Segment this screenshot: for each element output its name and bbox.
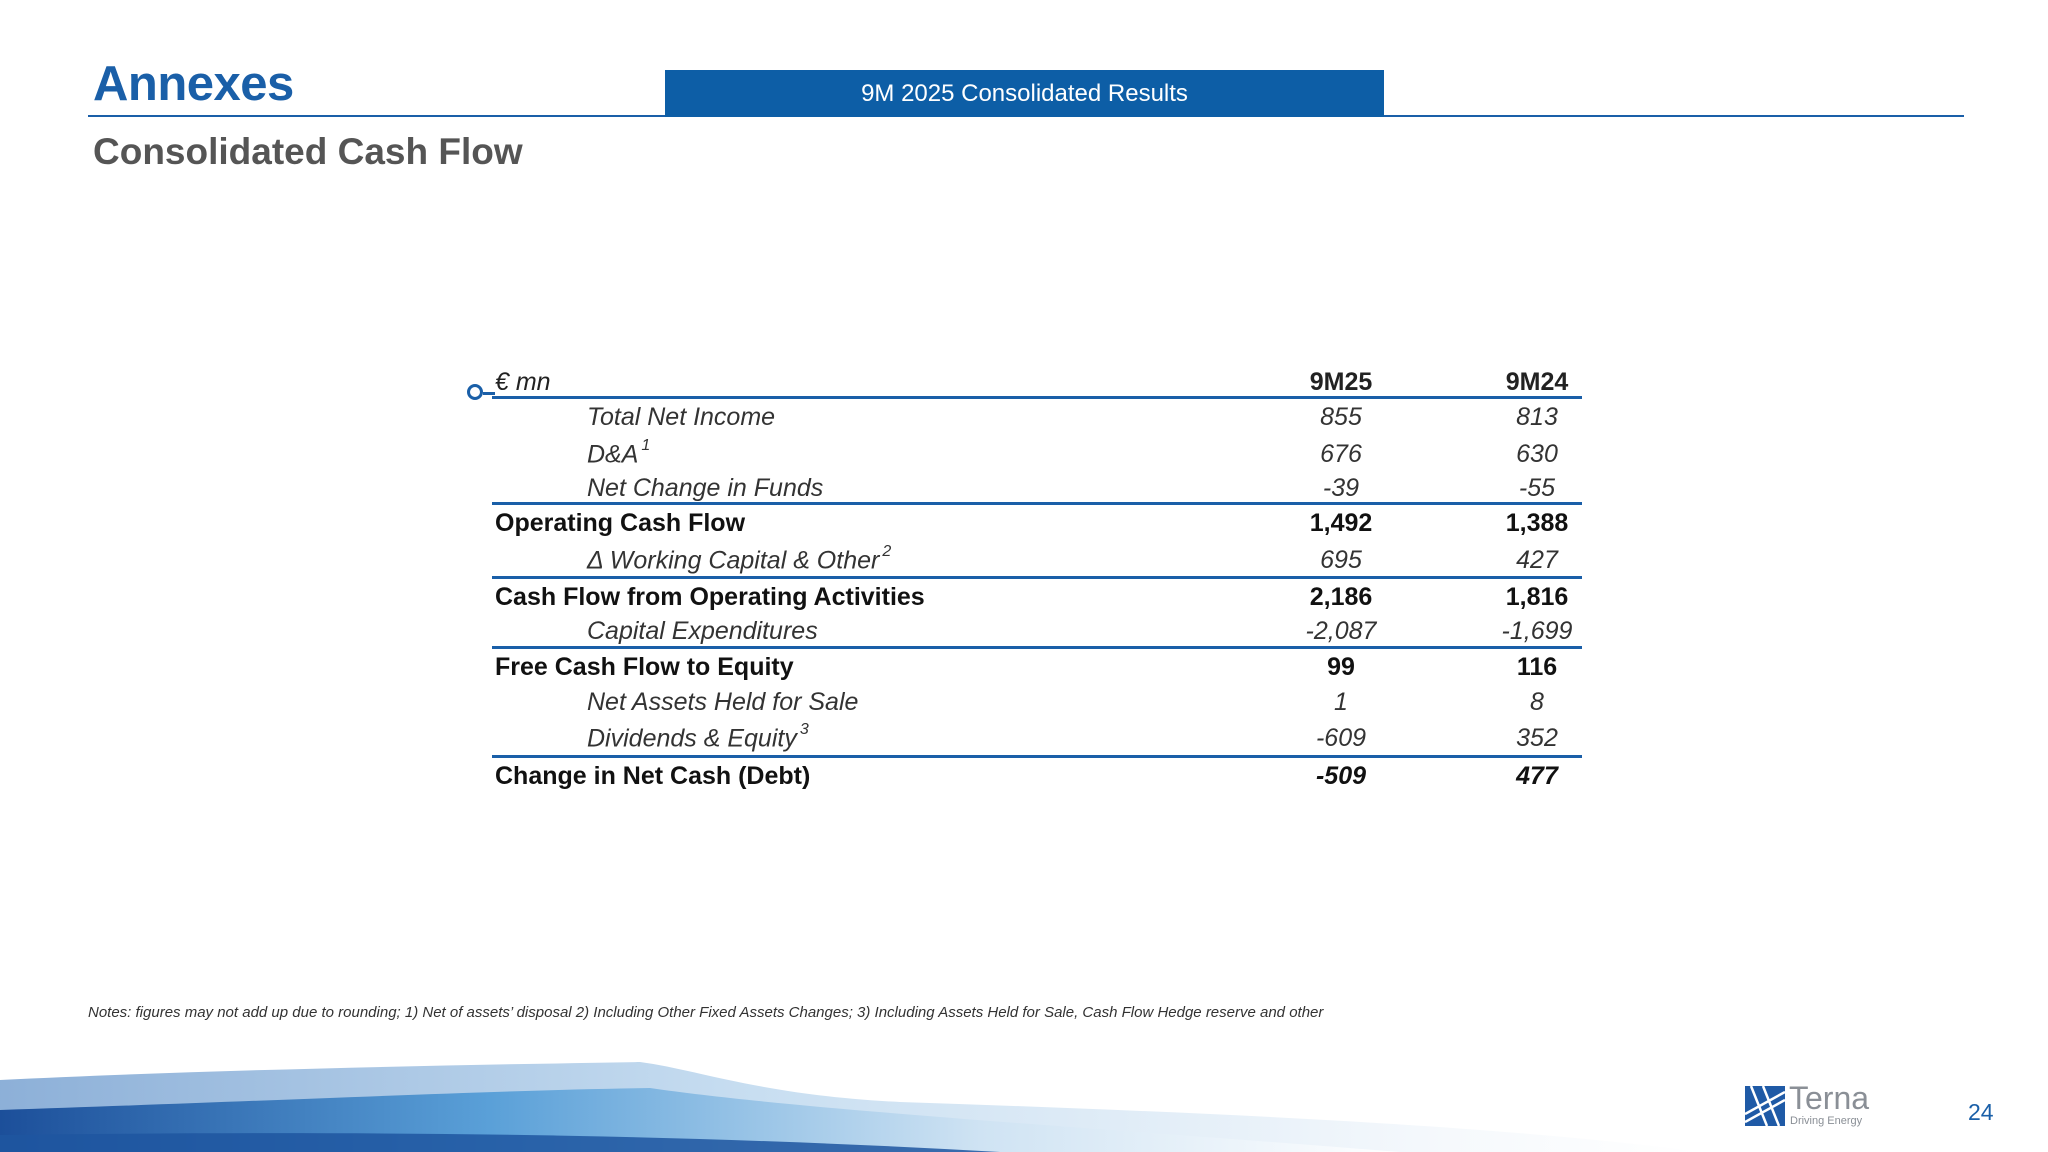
- row-value-9m25: 695: [1320, 546, 1362, 574]
- row-value-9m24: 1,388: [1505, 509, 1569, 537]
- section-rule: [492, 646, 1582, 649]
- row-value-9m25: 676: [1320, 440, 1362, 468]
- row-label: D&A 1: [587, 437, 651, 469]
- row-value-9m24: 630: [1516, 440, 1558, 468]
- row-value-9m25: -2,087: [1305, 617, 1377, 645]
- row-label: Capital Expenditures: [587, 617, 818, 645]
- section-rule: [492, 576, 1582, 579]
- column-header-9m25: 9M25: [1309, 368, 1373, 396]
- row-label: Free Cash Flow to Equity: [495, 653, 794, 681]
- section-rule: [492, 502, 1582, 505]
- page-number: 24: [1968, 1099, 1994, 1125]
- row-value-9m24: 813: [1516, 403, 1558, 431]
- results-banner: 9M 2025 Consolidated Results: [665, 70, 1384, 117]
- banner-text: 9M 2025 Consolidated Results: [861, 79, 1188, 107]
- unit-label: € mn: [495, 368, 551, 396]
- row-value-9m25: 1: [1334, 688, 1348, 716]
- row-value-9m25: -39: [1322, 474, 1360, 502]
- logo-wordmark: Terna: [1789, 1080, 1870, 1116]
- row-value-9m24: 477: [1516, 762, 1558, 790]
- footnote-ref: 2: [882, 543, 892, 560]
- footnotes: Notes: figures may not add up due to rou…: [88, 1004, 1324, 1021]
- section-title: Annexes: [93, 57, 294, 111]
- row-label: Change in Net Cash (Debt): [495, 762, 811, 790]
- row-value-9m25: -609: [1315, 724, 1367, 752]
- row-value-9m24: 8: [1530, 688, 1544, 716]
- row-label: Δ Working Capital & Other 2: [587, 543, 892, 575]
- section-rule: [492, 755, 1582, 758]
- logo-tagline: Driving Energy: [1790, 1115, 1863, 1127]
- header-rule: [492, 396, 1582, 399]
- row-value-9m25: 1,492: [1309, 509, 1373, 537]
- row-value-9m25: 855: [1320, 403, 1362, 431]
- row-label: Net Change in Funds: [587, 474, 824, 502]
- row-label: Dividends & Equity 3: [587, 721, 809, 753]
- row-value-9m24: 352: [1516, 724, 1558, 752]
- row-label: Operating Cash Flow: [495, 509, 746, 537]
- row-value-9m25: 99: [1327, 653, 1355, 681]
- row-label: Net Assets Held for Sale: [587, 688, 859, 716]
- row-label: Total Net Income: [587, 403, 776, 431]
- footnote-ref: 1: [641, 437, 651, 454]
- row-value-9m24: 1,816: [1505, 583, 1569, 611]
- footnote-ref: 3: [799, 721, 809, 738]
- row-value-9m24: 427: [1516, 546, 1558, 574]
- row-value-9m24: -1,699: [1501, 617, 1573, 645]
- row-value-9m24: 116: [1516, 653, 1558, 681]
- cash-flow-table: € mn 9M25 9M24 Total Net Income 855 813 …: [467, 360, 1582, 800]
- row-value-9m25: -509: [1315, 762, 1367, 790]
- row-label: Cash Flow from Operating Activities: [495, 583, 925, 611]
- column-header-9m24: 9M24: [1505, 368, 1569, 396]
- row-value-9m24: -55: [1518, 474, 1556, 502]
- terna-logo: Terna Driving Energy: [1745, 1080, 1905, 1130]
- row-value-9m25: 2,186: [1309, 583, 1373, 611]
- decorative-wave: [0, 1062, 1700, 1152]
- timeline-node-icon: [467, 384, 483, 400]
- terna-logo-mark-icon: [1745, 1086, 1785, 1126]
- timeline-connector: [483, 392, 495, 395]
- page-subtitle: Consolidated Cash Flow: [93, 131, 523, 172]
